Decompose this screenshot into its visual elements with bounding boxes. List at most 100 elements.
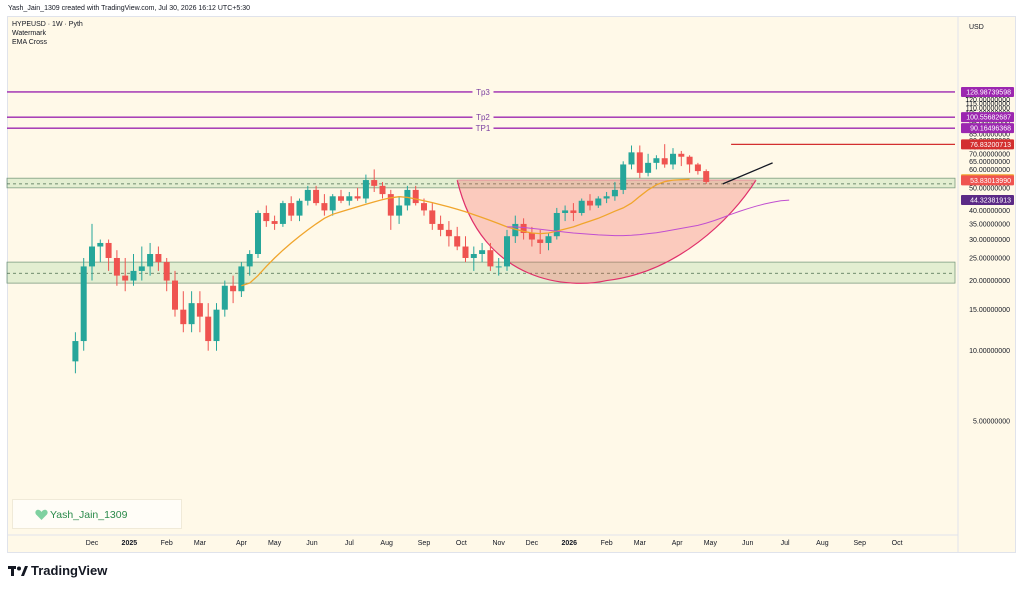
target-price-tag: 90.16496368 [961, 123, 1014, 134]
candle-body [504, 236, 510, 267]
target-price-tag: 100.55682687 [961, 112, 1014, 123]
candle-body [421, 203, 427, 211]
time-tick-label: Nov [492, 540, 505, 547]
time-tick-label: Jun [306, 540, 317, 547]
candle-body [321, 203, 328, 211]
time-tick-label: 2025 [122, 540, 138, 547]
candle [445, 221, 452, 247]
candle-body [296, 200, 303, 216]
candle-body [371, 180, 378, 186]
candle [437, 215, 444, 237]
candle [520, 218, 527, 240]
candle-body [553, 212, 560, 237]
candle [587, 194, 593, 211]
candle [645, 153, 652, 177]
time-tick-label: Feb [161, 540, 173, 547]
candle-body [694, 164, 701, 172]
ema-long-line [507, 199, 790, 237]
candle-body [346, 196, 353, 201]
candle-body [72, 341, 79, 362]
candle-body [163, 262, 170, 281]
candle [155, 246, 162, 271]
current-price-tag: 44.32381913 [961, 195, 1014, 206]
candle [147, 242, 154, 276]
target-label-bg [472, 86, 494, 97]
candle-body [271, 221, 278, 224]
cup-shading [457, 180, 756, 284]
candle-body [396, 205, 403, 216]
target-price-tag-bg [961, 112, 1014, 123]
time-tick-label: Apr [672, 540, 684, 547]
candle [603, 191, 610, 204]
target-label-tp2: Tp2 [476, 113, 490, 122]
candle-body [279, 203, 286, 224]
candle [470, 246, 477, 271]
candle-body [304, 189, 311, 201]
candle-body [678, 153, 685, 157]
candle-body [487, 250, 494, 267]
candle-body [462, 246, 469, 258]
candle-body [238, 266, 245, 292]
tradingview-logo-text: TradingView [31, 563, 108, 578]
symbol-label[interactable]: HYPEUSD · 1W · Pyth [12, 21, 83, 28]
tradingview-logo-icon [8, 566, 28, 576]
candle [670, 148, 676, 170]
time-tick-label: Dec [526, 540, 539, 547]
candle-body [213, 309, 220, 342]
candle [396, 196, 403, 224]
candle [354, 187, 361, 201]
candle [387, 189, 394, 230]
price-tick-label: 120.00000000 [965, 97, 1010, 104]
candle [636, 145, 643, 179]
time-tick-label: Sep [418, 540, 431, 547]
candle [138, 246, 145, 281]
time-tick-label: Apr [236, 540, 248, 547]
watermark-text: Yash_Jain_1309 [50, 509, 128, 521]
time-tick-label: 2026 [561, 540, 577, 547]
candle [313, 185, 320, 206]
candle-body [329, 196, 336, 211]
target-label-tp3: Tp3 [476, 88, 490, 97]
time-tick-label: Aug [380, 540, 393, 547]
candle-body [636, 152, 643, 173]
candle [528, 226, 535, 247]
ema-cross-indicator-label[interactable]: EMA Cross [12, 39, 48, 46]
candle [562, 205, 569, 222]
candle-body [97, 242, 104, 247]
candle [429, 203, 436, 230]
price-tick-label: 60.00000000 [969, 167, 1010, 174]
time-tick-label: Jun [742, 540, 753, 547]
time-tick-label: Oct [456, 540, 467, 547]
candle-body [528, 233, 535, 240]
price-tick-label: 20.00000000 [969, 278, 1010, 285]
current-price-tag: 53.83013990 [961, 175, 1014, 186]
candle [678, 150, 685, 167]
candle [570, 203, 577, 222]
candle [454, 226, 461, 251]
target-price-tag-text: 128.98739598 [966, 89, 1011, 96]
chart-caption: Yash_Jain_1309 created with TradingView.… [8, 5, 250, 12]
price-tick-label: 15.00000000 [969, 307, 1010, 314]
candle-body [429, 210, 436, 224]
candle [545, 233, 552, 251]
watermark-indicator-label[interactable]: Watermark [12, 30, 46, 37]
price-tags: 128.98739598 100.55682687 90.16496368 76.83… [961, 86, 1014, 206]
candle [379, 181, 386, 199]
candle [255, 210, 261, 258]
candle [595, 196, 602, 208]
currency-label[interactable]: USD [969, 24, 984, 31]
cup-curve [456, 179, 757, 284]
price-tick-label: 5.00000000 [973, 418, 1010, 425]
target-price-tag-text: 100.55682687 [966, 115, 1011, 122]
trend-lines [722, 162, 773, 185]
candle-body [205, 316, 212, 342]
time-axis: Dec 2025 Feb Mar Apr May Jun Jul Aug Sep Oct Nov Dec… [7, 534, 958, 547]
candle [504, 229, 510, 271]
candle-body [362, 180, 369, 199]
candle [97, 239, 104, 263]
candle [329, 194, 336, 216]
time-tick-label: Dec [86, 540, 99, 547]
candle-body [138, 266, 145, 271]
candle [487, 242, 494, 271]
